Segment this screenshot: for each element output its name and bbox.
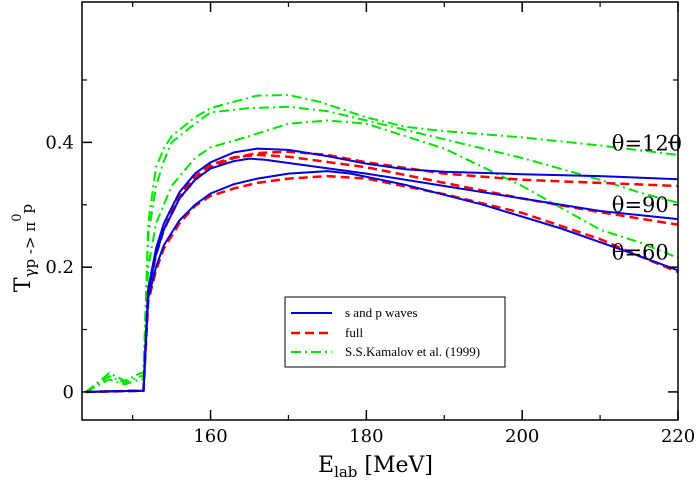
x-tick-label-220: 220 [661,426,695,447]
y-axis-label-tail: p [18,204,36,214]
legend-label-s-and-p: s and p waves [345,305,418,320]
plot-frame [81,1,679,421]
series-line-s-and-p-theta-60 [85,170,678,393]
y-tick-label-0.4: 0.4 [45,132,74,153]
x-axis-label: Elab [MeV] [318,453,433,481]
series-line-kamalov-theta-120 [85,94,678,393]
legend-label-full: full [345,325,363,340]
x-tick-label-160: 160 [193,426,227,447]
x-tick-label-180: 180 [349,426,383,447]
x-tick-label-200: 200 [505,426,539,447]
y-tick-label-0: 0 [63,382,74,403]
series-line-full-theta-120 [85,150,678,394]
legend-label-kamalov: S.S.Kamalov et al. (1999) [345,344,480,359]
series-line-kamalov-theta-90 [85,105,678,393]
axis-ticks: 160 180 200 220 0 0.2 0.4 [45,2,695,447]
y-axis-label-sup: 0 [10,214,25,222]
y-axis-label: Tγp -> π0p [10,204,39,292]
x-axis-label-sub: lab [334,463,357,481]
annotation-theta-90: θ=90 [612,193,669,217]
series-line-s-and-p-theta-120 [85,147,678,393]
y-axis-label-main: T [11,277,36,292]
legend: s and p waves full S.S.Kamalov et al. (1… [284,296,506,368]
annotation-theta-120: θ=120 [612,132,682,156]
y-axis-label-sub: γp -> π [21,222,39,278]
x-axis-label-main: E [318,453,334,478]
y-tick-label-0.2: 0.2 [45,257,74,278]
annotation-theta-60: θ=60 [612,241,669,265]
plot-area [85,94,678,394]
x-axis-label-rest: [MeV] [357,453,433,478]
